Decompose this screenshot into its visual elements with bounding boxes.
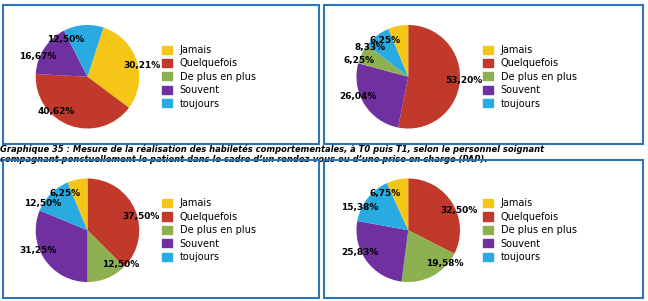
Text: 8,33%: 8,33% — [354, 43, 386, 52]
Text: 25,83%: 25,83% — [341, 248, 378, 257]
Wedge shape — [358, 45, 408, 77]
Text: 12,50%: 12,50% — [47, 35, 84, 44]
Text: 15,38%: 15,38% — [341, 203, 379, 212]
Wedge shape — [87, 27, 139, 108]
Wedge shape — [408, 178, 460, 254]
Wedge shape — [36, 74, 129, 129]
Text: 6,25%: 6,25% — [370, 36, 401, 45]
Wedge shape — [367, 29, 408, 77]
Wedge shape — [357, 183, 408, 230]
Wedge shape — [402, 230, 454, 282]
Text: 53,20%: 53,20% — [445, 76, 483, 85]
Wedge shape — [36, 210, 87, 282]
Text: 6,75%: 6,75% — [369, 189, 400, 198]
Legend: Jamais, Quelquefois, De plus en plus, Souvent, toujours: Jamais, Quelquefois, De plus en plus, So… — [481, 197, 579, 264]
Legend: Jamais, Quelquefois, De plus en plus, Souvent, toujours: Jamais, Quelquefois, De plus en plus, So… — [481, 43, 579, 110]
Wedge shape — [40, 182, 87, 230]
Wedge shape — [36, 31, 87, 77]
Text: 26,04%: 26,04% — [339, 92, 376, 101]
Text: 32,50%: 32,50% — [440, 206, 478, 215]
Text: 40,62%: 40,62% — [38, 107, 75, 116]
Wedge shape — [87, 230, 124, 282]
Wedge shape — [387, 178, 408, 230]
Wedge shape — [67, 178, 87, 230]
Text: 12,50%: 12,50% — [102, 260, 139, 269]
Text: 6,25%: 6,25% — [343, 56, 375, 65]
Text: Graphique 35 : Mesure de la réalisation des habiletés comportementales, à T0 pui: Graphique 35 : Mesure de la réalisation … — [0, 144, 544, 164]
Wedge shape — [64, 25, 104, 77]
Wedge shape — [398, 25, 460, 129]
Text: 16,67%: 16,67% — [19, 52, 56, 61]
Legend: Jamais, Quelquefois, De plus en plus, Souvent, toujours: Jamais, Quelquefois, De plus en plus, So… — [161, 43, 258, 110]
Text: 19,58%: 19,58% — [426, 259, 463, 268]
Wedge shape — [356, 221, 408, 282]
Wedge shape — [356, 63, 408, 128]
Text: 37,50%: 37,50% — [122, 212, 159, 221]
Wedge shape — [388, 25, 408, 77]
Legend: Jamais, Quelquefois, De plus en plus, Souvent, toujours: Jamais, Quelquefois, De plus en plus, So… — [161, 197, 258, 264]
Text: 12,50%: 12,50% — [24, 199, 61, 208]
Wedge shape — [87, 178, 139, 267]
Text: 31,25%: 31,25% — [19, 247, 56, 256]
Text: 30,21%: 30,21% — [123, 61, 160, 70]
Text: 6,25%: 6,25% — [49, 189, 80, 198]
